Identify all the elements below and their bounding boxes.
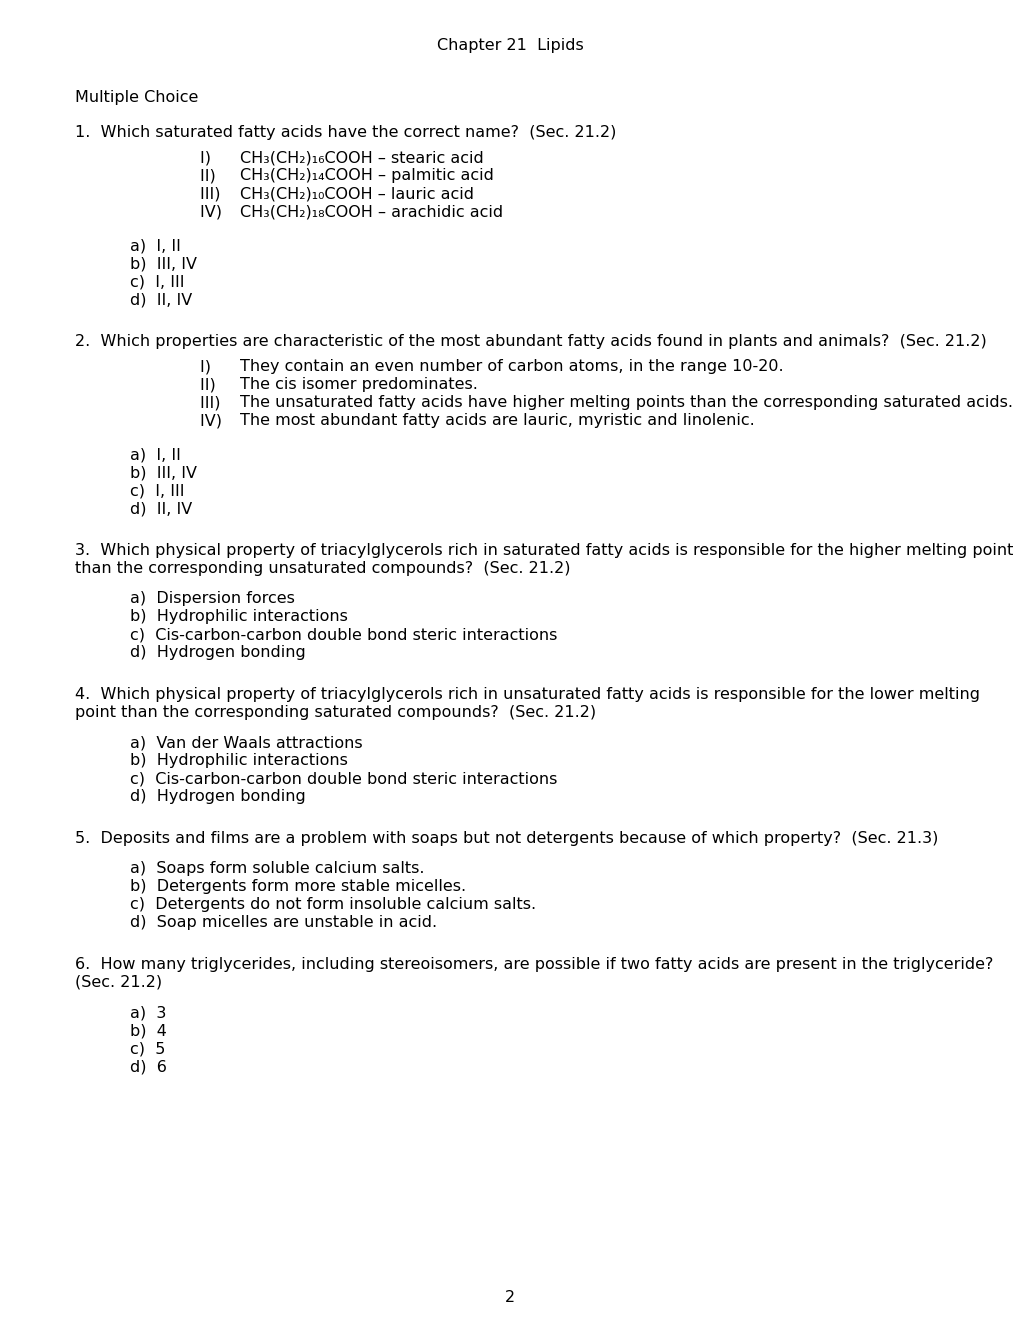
Text: c)  Detergents do not form insoluble calcium salts.: c) Detergents do not form insoluble calc… (129, 898, 536, 912)
Text: c)  Cis-carbon-carbon double bond steric interactions: c) Cis-carbon-carbon double bond steric … (129, 771, 556, 787)
Text: CH₃(CH₂)₁₀COOH – lauric acid: CH₃(CH₂)₁₀COOH – lauric acid (239, 186, 474, 201)
Text: They contain an even number of carbon atoms, in the range 10-20.: They contain an even number of carbon at… (239, 359, 783, 374)
Text: point than the corresponding saturated compounds?  (Sec. 21.2): point than the corresponding saturated c… (75, 705, 595, 719)
Text: b)  III, IV: b) III, IV (129, 256, 197, 272)
Text: d)  Hydrogen bonding: d) Hydrogen bonding (129, 645, 306, 660)
Text: 2.  Which properties are characteristic of the most abundant fatty acids found i: 2. Which properties are characteristic o… (75, 334, 985, 348)
Text: Multiple Choice: Multiple Choice (75, 90, 198, 106)
Text: Chapter 21  Lipids: Chapter 21 Lipids (436, 38, 583, 53)
Text: b)  Hydrophilic interactions: b) Hydrophilic interactions (129, 610, 347, 624)
Text: c)  5: c) 5 (129, 1041, 165, 1056)
Text: The unsaturated fatty acids have higher melting points than the corresponding sa: The unsaturated fatty acids have higher … (239, 395, 1012, 411)
Text: 6.  How many triglycerides, including stereoisomers, are possible if two fatty a: 6. How many triglycerides, including ste… (75, 957, 993, 972)
Text: 1.  Which saturated fatty acids have the correct name?  (Sec. 21.2): 1. Which saturated fatty acids have the … (75, 125, 615, 140)
Text: CH₃(CH₂)₁₆COOH – stearic acid: CH₃(CH₂)₁₆COOH – stearic acid (239, 150, 483, 165)
Text: 4.  Which physical property of triacylglycerols rich in unsaturated fatty acids : 4. Which physical property of triacylgly… (75, 686, 979, 702)
Text: IV): IV) (200, 205, 227, 219)
Text: a)  3: a) 3 (129, 1006, 166, 1020)
Text: The cis isomer predominates.: The cis isomer predominates. (239, 378, 478, 392)
Text: I): I) (200, 150, 221, 165)
Text: c)  I, III: c) I, III (129, 483, 184, 498)
Text: CH₃(CH₂)₁₄COOH – palmitic acid: CH₃(CH₂)₁₄COOH – palmitic acid (239, 168, 493, 183)
Text: III): III) (200, 395, 225, 411)
Text: b)  Detergents form more stable micelles.: b) Detergents form more stable micelles. (129, 879, 466, 894)
Text: c)  Cis-carbon-carbon double bond steric interactions: c) Cis-carbon-carbon double bond steric … (129, 627, 556, 643)
Text: 2: 2 (504, 1290, 515, 1305)
Text: (Sec. 21.2): (Sec. 21.2) (75, 974, 162, 990)
Text: II): II) (200, 168, 226, 183)
Text: b)  4: b) 4 (129, 1023, 167, 1039)
Text: d)  II, IV: d) II, IV (129, 293, 192, 308)
Text: than the corresponding unsaturated compounds?  (Sec. 21.2): than the corresponding unsaturated compo… (75, 561, 570, 576)
Text: a)  Dispersion forces: a) Dispersion forces (129, 591, 294, 606)
Text: III): III) (200, 186, 225, 201)
Text: The most abundant fatty acids are lauric, myristic and linolenic.: The most abundant fatty acids are lauric… (239, 413, 754, 428)
Text: b)  III, IV: b) III, IV (129, 465, 197, 480)
Text: 3.  Which physical property of triacylglycerols rich in saturated fatty acids is: 3. Which physical property of triacylgly… (75, 543, 1013, 557)
Text: a)  I, II: a) I, II (129, 239, 180, 253)
Text: a)  Van der Waals attractions: a) Van der Waals attractions (129, 735, 363, 750)
Text: CH₃(CH₂)₁₈COOH – arachidic acid: CH₃(CH₂)₁₈COOH – arachidic acid (239, 205, 502, 219)
Text: d)  6: d) 6 (129, 1059, 167, 1074)
Text: c)  I, III: c) I, III (129, 275, 184, 289)
Text: IV): IV) (200, 413, 227, 428)
Text: b)  Hydrophilic interactions: b) Hydrophilic interactions (129, 754, 347, 768)
Text: a)  Soaps form soluble calcium salts.: a) Soaps form soluble calcium salts. (129, 861, 424, 876)
Text: I): I) (200, 359, 221, 374)
Text: d)  II, IV: d) II, IV (129, 502, 192, 516)
Text: d)  Hydrogen bonding: d) Hydrogen bonding (129, 789, 306, 804)
Text: 5.  Deposits and films are a problem with soaps but not detergents because of wh: 5. Deposits and films are a problem with… (75, 830, 937, 846)
Text: II): II) (200, 378, 226, 392)
Text: a)  I, II: a) I, II (129, 447, 180, 462)
Text: d)  Soap micelles are unstable in acid.: d) Soap micelles are unstable in acid. (129, 915, 437, 931)
